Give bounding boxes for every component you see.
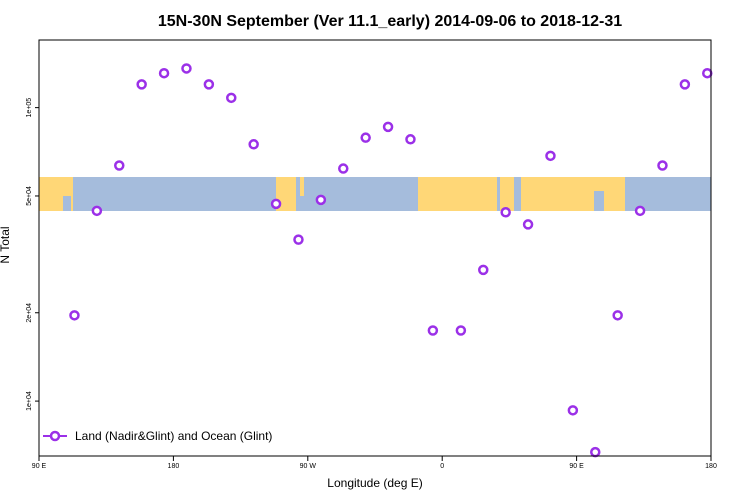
- map-land: [418, 177, 497, 211]
- legend: Land (Nadir&Glint) and Ocean (Glint): [43, 429, 272, 443]
- data-points: [69, 63, 713, 458]
- data-point: [338, 163, 349, 174]
- x-tick-label: 180: [705, 463, 717, 470]
- data-point: [181, 63, 192, 74]
- map-land: [500, 177, 514, 211]
- data-point: [657, 160, 668, 171]
- data-point: [203, 79, 215, 90]
- data-point: [248, 139, 259, 150]
- x-tick-label: 90 E: [32, 463, 47, 470]
- data-point: [91, 205, 103, 217]
- map-strip: [39, 177, 711, 211]
- data-point: [567, 405, 579, 416]
- data-point: [405, 134, 416, 145]
- x-axis: 90 E 180 90 W 0 90 E 180: [32, 456, 717, 470]
- chart-title: 15N-30N September (Ver 11.1_early) 2014-…: [158, 13, 622, 30]
- map-sea-inlet: [63, 196, 71, 211]
- data-point: [679, 79, 691, 90]
- data-point: [478, 264, 489, 276]
- data-point: [114, 160, 125, 171]
- plot-frame: [38, 39, 712, 457]
- map-land: [300, 177, 304, 211]
- y-tick-label: 1e+05: [26, 98, 33, 118]
- data-point: [270, 198, 282, 210]
- data-point: [136, 79, 147, 90]
- data-point: [590, 446, 601, 458]
- legend-marker: [49, 430, 61, 442]
- data-point: [69, 310, 80, 321]
- data-point: [293, 234, 304, 245]
- data-point: [500, 207, 511, 218]
- legend-label: Land (Nadir&Glint) and Ocean (Glint): [75, 429, 272, 443]
- data-point: [612, 310, 623, 321]
- data-point: [702, 67, 713, 79]
- y-tick-label: 5e+04: [26, 186, 33, 206]
- x-tick-label: 180: [168, 463, 180, 470]
- data-point: [634, 205, 646, 217]
- data-point: [522, 219, 534, 230]
- y-axis-label: N Total: [0, 226, 12, 263]
- map-land: [521, 177, 625, 211]
- y-tick-label: 1e+04: [26, 391, 33, 411]
- x-tick-label: 0: [440, 463, 444, 470]
- y-axis: 1e+04 2e+04 5e+04 1e+05: [26, 98, 39, 411]
- data-point: [455, 325, 467, 336]
- x-axis-label: Longitude (deg E): [327, 476, 422, 490]
- x-tick-label: 90 W: [300, 463, 317, 470]
- x-tick-label: 90 E: [569, 463, 584, 470]
- data-point: [427, 325, 439, 336]
- data-point: [315, 194, 327, 206]
- y-tick-label: 2e+04: [26, 303, 33, 323]
- map-bay: [594, 191, 604, 211]
- map-caribbean: [296, 196, 322, 211]
- data-point: [382, 121, 394, 133]
- data-point: [158, 67, 170, 79]
- data-point: [360, 132, 371, 143]
- data-point: [226, 92, 237, 104]
- data-point: [545, 150, 556, 162]
